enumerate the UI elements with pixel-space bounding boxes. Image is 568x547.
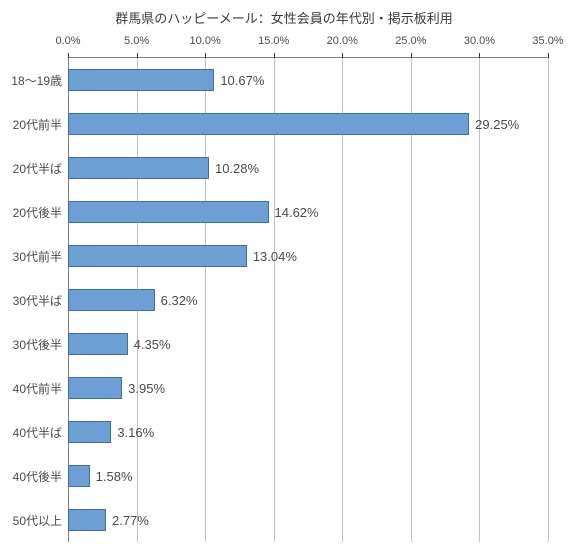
bar-value-label: 10.28%: [215, 161, 259, 176]
bar-row: 40代後半1.58%: [68, 454, 548, 498]
bar-value-label: 1.58%: [96, 469, 133, 484]
y-category-label: 30代前半: [13, 248, 68, 265]
gridline: [548, 58, 549, 542]
x-tick-label: 25.0%: [395, 35, 426, 47]
bar-value-label: 29.25%: [475, 117, 519, 132]
bar-row: 20代半ば10.28%: [68, 146, 548, 190]
bar: [68, 113, 469, 135]
x-tick-label: 5.0%: [124, 35, 149, 47]
plot-area: 18～19歳10.67%20代前半29.25%20代半ば10.28%20代後半1…: [68, 57, 548, 542]
axis-area: 0.0%5.0%10.0%15.0%20.0%25.0%30.0%35.0% 1…: [68, 29, 548, 542]
bar-row: 30代前半13.04%: [68, 234, 548, 278]
x-tick-label: 15.0%: [258, 35, 289, 47]
x-tick-label: 20.0%: [327, 35, 358, 47]
bar-value-label: 14.62%: [275, 205, 319, 220]
x-tick-label: 35.0%: [532, 35, 563, 47]
bar: [68, 465, 90, 487]
y-category-label: 50代以上: [13, 512, 68, 529]
bar-row: 20代後半14.62%: [68, 190, 548, 234]
bar-row: 18～19歳10.67%: [68, 58, 548, 102]
bar: [68, 69, 214, 91]
y-category-label: 40代前半: [13, 380, 68, 397]
x-tick-label: 30.0%: [464, 35, 495, 47]
bar-value-label: 13.04%: [253, 249, 297, 264]
bar-value-label: 4.35%: [134, 337, 171, 352]
x-axis: 0.0%5.0%10.0%15.0%20.0%25.0%30.0%35.0%: [68, 29, 548, 57]
chart-container: 群馬県のハッピーメール：女性会員の年代別・掲示板利用 0.0% 5.0% 10.0%…: [0, 0, 568, 547]
x-tick-label: 0.0%: [55, 35, 80, 47]
y-category-label: 40代半ば: [13, 424, 68, 441]
bar: [68, 421, 111, 443]
y-category-label: 20代半ば: [13, 160, 68, 177]
bar-value-label: 3.16%: [117, 425, 154, 440]
bar-value-label: 2.77%: [112, 513, 149, 528]
bar: [68, 289, 155, 311]
x-tick-label: 10.0%: [190, 35, 221, 47]
y-category-label: 18～19歳: [11, 72, 68, 89]
y-category-label: 40代後半: [13, 468, 68, 485]
y-category-label: 20代後半: [13, 204, 68, 221]
bar: [68, 509, 106, 531]
bar: [68, 377, 122, 399]
bar-row: 20代前半29.25%: [68, 102, 548, 146]
bar-row: 40代前半3.95%: [68, 366, 548, 410]
bar: [68, 333, 128, 355]
bar: [68, 201, 269, 223]
bar-value-label: 3.95%: [128, 381, 165, 396]
chart-title: 群馬県のハッピーメール：女性会員の年代別・掲示板利用: [0, 0, 568, 29]
bar-row: 30代後半4.35%: [68, 322, 548, 366]
y-category-label: 30代半ば: [13, 292, 68, 309]
y-category-label: 30代後半: [13, 336, 68, 353]
bar: [68, 245, 247, 267]
bar-row: 50代以上2.77%: [68, 498, 548, 542]
bar: [68, 157, 209, 179]
bar-row: 30代半ば6.32%: [68, 278, 548, 322]
bar-value-label: 10.67%: [220, 73, 264, 88]
bar-value-label: 6.32%: [161, 293, 198, 308]
bar-row: 40代半ば3.16%: [68, 410, 548, 454]
y-category-label: 20代前半: [13, 116, 68, 133]
